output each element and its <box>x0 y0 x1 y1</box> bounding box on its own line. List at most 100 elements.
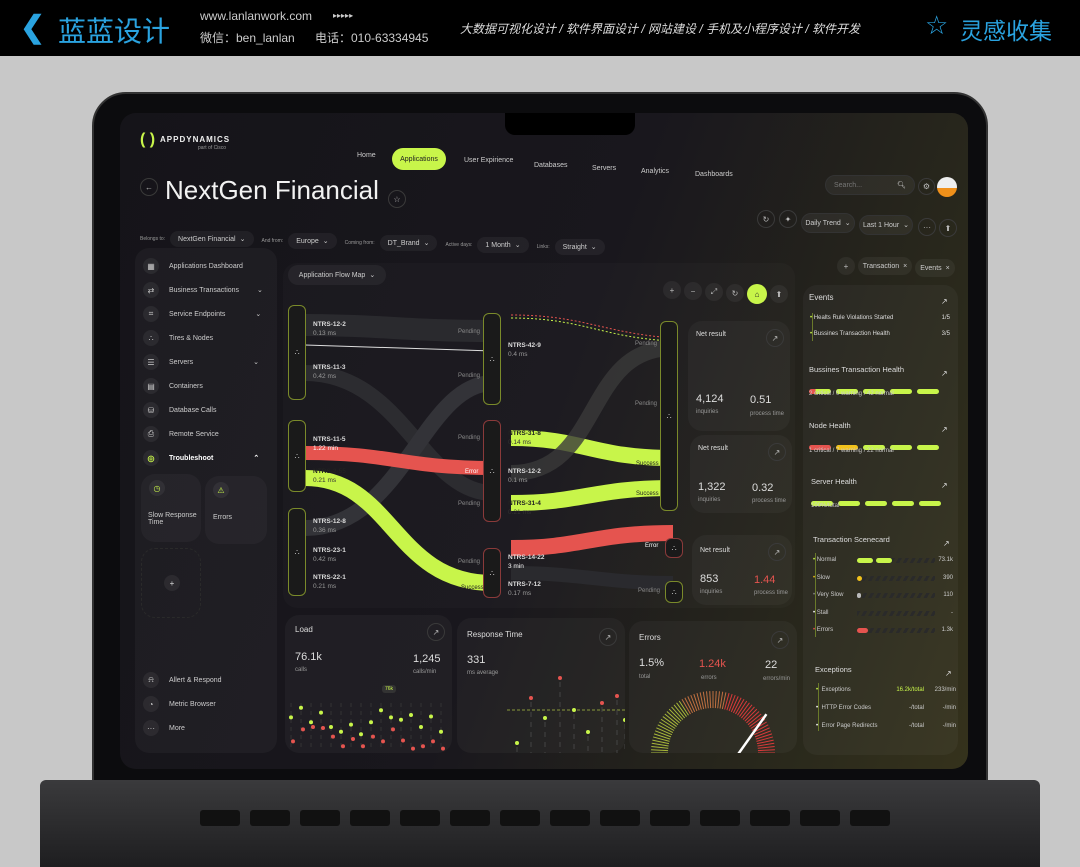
load-point <box>439 729 443 734</box>
banner-phone: 电话：010-63334945 <box>315 31 429 45</box>
zoom-out-button[interactable]: − <box>684 282 702 300</box>
gauge-tick <box>757 749 775 752</box>
gear-icon[interactable]: ⚙ <box>918 178 935 195</box>
inquiries-label: inquiries <box>700 589 723 595</box>
zoom-in-button[interactable]: + <box>663 281 681 299</box>
sidebar-item-containers[interactable]: ▤ Containers <box>143 378 203 394</box>
flow-node[interactable]: ∴ <box>483 420 501 522</box>
expand-arrow-icon[interactable]: ↗ <box>945 669 952 678</box>
sidebar-item-database-calls[interactable]: ⛁ Database Calls <box>143 402 216 418</box>
flow-node[interactable]: ∴ <box>660 321 678 511</box>
sidebar-metric-browser[interactable]: ◔ Metric Browser <box>143 696 216 712</box>
flow-node[interactable]: ∴ <box>288 508 306 596</box>
expand-arrow-icon[interactable]: ↗ <box>943 539 950 548</box>
fullscreen-button[interactable]: ⤢ <box>705 283 723 301</box>
scorecard-row[interactable]: • Errors 1.3k <box>813 627 953 633</box>
layout-button[interactable]: ⌂ <box>747 284 767 304</box>
filter-coming-from[interactable]: DT_Brand ⌄ <box>379 235 438 251</box>
sidebar-item-tires-nodes[interactable]: ∴ Tires & Nodes <box>143 330 213 346</box>
expand-arrow-icon[interactable]: ↗ <box>599 628 617 646</box>
back-button[interactable]: ← <box>140 178 158 196</box>
sidebar-more[interactable]: ··· More <box>143 720 185 736</box>
nav-databases[interactable]: Databases <box>534 162 568 169</box>
flow-map-title: Application Flow Map <box>298 271 366 279</box>
exception-row[interactable]: • Error Page Redirects -/total -/min <box>816 723 956 729</box>
load-error-point <box>441 746 445 751</box>
scorecard-row[interactable]: • Normal 73.1k <box>813 557 953 563</box>
scorecard-row[interactable]: • Very Slow 110 <box>813 592 953 598</box>
flow-node[interactable]: ∴ <box>288 305 306 400</box>
expand-arrow-icon[interactable]: ↗ <box>427 623 445 641</box>
avatar[interactable] <box>937 177 957 197</box>
sidebar-item-service-endpoints[interactable]: ⌗ Service Endpoints ⌄ <box>143 306 261 322</box>
flow-node[interactable]: ∴ <box>288 420 306 492</box>
expand-arrow-icon[interactable]: ↗ <box>766 329 784 347</box>
expand-arrow-icon[interactable]: ↗ <box>941 481 948 490</box>
sidebar-item-applications-dashboard[interactable]: ▦ Applications Dashboard <box>143 258 243 274</box>
scorecard-row[interactable]: • Stall - <box>813 609 953 616</box>
filter-and-from[interactable]: Europe ⌄ <box>288 233 337 249</box>
sidebar-item-business-transactions[interactable]: ⇄ Business Transactions ⌄ <box>143 282 263 298</box>
sidebar-item-servers[interactable]: ☰ Servers ⌄ <box>143 354 259 370</box>
filter-active-days[interactable]: 1 Month ⌄ <box>477 237 529 253</box>
gauge-tick <box>652 739 670 745</box>
export-button[interactable]: ⬆ <box>770 285 788 303</box>
close-icon[interactable]: × <box>903 262 908 270</box>
sidebar-item-troubleshoot[interactable]: ◎ Troubleshoot ⌃ <box>143 450 259 466</box>
sidebar-alert-respond[interactable]: ⍾ Allert & Respond <box>143 672 222 688</box>
inquiries-value: 4,124 <box>696 393 724 405</box>
sidebar-item-remote-service[interactable]: ⎙ Remote Service <box>143 426 219 442</box>
card-title: Errors <box>639 633 661 642</box>
flow-node[interactable]: ∴ <box>665 581 683 603</box>
nav-analytics[interactable]: Analytics <box>641 168 670 175</box>
scorecard-row[interactable]: • Slow 390 <box>813 574 953 581</box>
nav-home[interactable]: Home <box>357 152 376 159</box>
event-item[interactable]: • Bussines Transaction Health 3/5 <box>810 331 950 337</box>
refresh-icon[interactable]: ↻ <box>757 210 775 228</box>
nav-servers[interactable]: Servers <box>592 165 617 172</box>
expand-arrow-icon[interactable]: ↗ <box>941 297 948 306</box>
expand-arrow-icon[interactable]: ↗ <box>941 425 948 434</box>
gauge-needle <box>737 713 768 753</box>
metric-icon: ◔ <box>143 696 159 712</box>
expand-arrow-icon[interactable]: ↗ <box>771 631 789 649</box>
tag-events[interactable]: Events × <box>915 259 955 277</box>
exception-row[interactable]: • Exceptions 16.2k/total 233/min <box>816 687 956 693</box>
add-troubleshoot-button[interactable]: + <box>141 548 201 618</box>
time-range-dropdown[interactable]: Last 1 Hour ⌄ <box>859 215 913 235</box>
flow-link <box>510 317 674 342</box>
expand-arrow-icon[interactable]: ↗ <box>768 543 786 561</box>
exception-row[interactable]: • HTTP Error Codes -/total -/min <box>816 705 956 711</box>
nav-applications[interactable]: Applications <box>392 148 446 170</box>
share-icon[interactable]: ⬆ <box>939 219 957 237</box>
filter-belongs-to[interactable]: NextGen Financial ⌄ <box>170 231 254 247</box>
troubleshoot-slow-response[interactable]: ◷ Slow Response Time <box>141 474 201 542</box>
flow-map-dropdown[interactable]: Application Flow Map ⌄ <box>288 265 386 285</box>
nodes-icon: ∴ <box>143 330 159 346</box>
troubleshoot-errors[interactable]: ⚠︎ Errors <box>205 476 267 544</box>
more-button[interactable]: ··· <box>918 218 936 236</box>
expand-arrow-icon[interactable]: ↗ <box>768 443 786 461</box>
nav-user-experience[interactable]: User Expirience <box>464 157 514 164</box>
add-tag-button[interactable]: + <box>837 257 855 275</box>
server-icon: ☰ <box>143 354 159 370</box>
flow-node[interactable]: ∴ <box>665 538 683 558</box>
close-icon[interactable]: × <box>945 264 950 272</box>
daily-trend-dropdown[interactable]: Daily Trend ⌄ <box>801 213 855 233</box>
network-icon[interactable]: ✦ <box>779 210 797 228</box>
flow-node[interactable]: ∴ <box>483 548 501 598</box>
status-pending: Pending <box>458 329 481 335</box>
grid-icon: ▦ <box>143 258 159 274</box>
tag-transaction[interactable]: Transaction × <box>858 257 912 275</box>
event-item[interactable]: • Healts Rule Violations Started 1/5 <box>810 315 950 321</box>
expand-arrow-icon[interactable]: ↗ <box>941 369 948 378</box>
flow-node[interactable]: ∴ <box>483 313 501 405</box>
node-label: NTRS-11-5 1.22 min <box>313 436 346 452</box>
nav-dashboards[interactable]: Dashboards <box>695 171 733 178</box>
reset-button[interactable]: ↻ <box>726 284 744 302</box>
favorite-star-button[interactable]: ☆ <box>388 190 406 208</box>
errors-count: 1.24k <box>699 658 726 670</box>
filter-links[interactable]: Straight ⌄ <box>554 239 605 255</box>
load-point <box>329 725 333 729</box>
search-input[interactable]: Search... 🔍︎ <box>825 175 915 195</box>
